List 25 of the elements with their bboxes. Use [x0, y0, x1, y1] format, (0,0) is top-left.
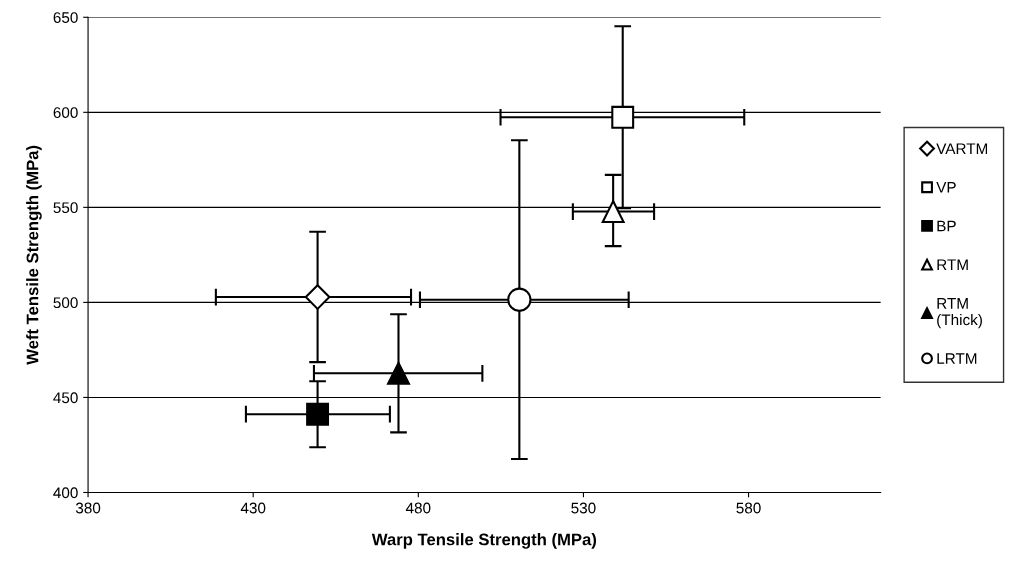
x-tick-label: 580: [736, 502, 761, 514]
x-tick-label: 430: [240, 502, 266, 514]
legend-label: RTM (Thick): [937, 298, 982, 329]
legend-label: VARTM: [936, 143, 988, 154]
y-tick-label: 600: [53, 107, 78, 119]
legend-label: BP: [937, 220, 956, 232]
point: [304, 284, 331, 310]
x-tick-label: 480: [405, 502, 431, 514]
y-tick-label: 450: [53, 392, 78, 404]
legend-label: RTM: [937, 259, 968, 270]
point: [387, 361, 410, 385]
x-axis-title: Warp Tensile Strength (MPa): [371, 533, 597, 549]
y-tick-label: 550: [53, 202, 78, 214]
legend-label: VP: [936, 182, 956, 193]
point: [601, 200, 625, 223]
x-tick-label: 380: [75, 502, 101, 514]
x-tick-label: 530: [571, 502, 596, 514]
y-tick-label: 650: [53, 12, 78, 23]
point: [507, 287, 532, 312]
y-tick-label: 400: [53, 487, 78, 499]
y-axis-title: Weft Tensile Strength (MPa): [26, 145, 42, 365]
legend-label: LRTM: [937, 353, 977, 364]
y-tick-label: 500: [53, 297, 78, 309]
point: [306, 402, 330, 426]
point: [611, 105, 635, 129]
